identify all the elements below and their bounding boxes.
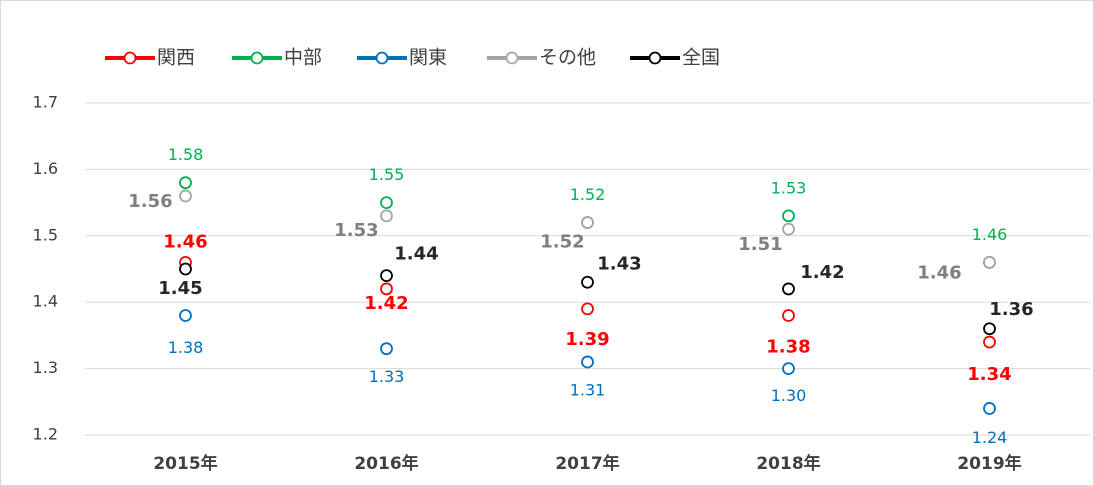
data-label: 1.34 — [967, 364, 1011, 385]
data-label: 1.52 — [540, 232, 584, 253]
legend-marker — [375, 51, 389, 65]
point-marker — [380, 209, 393, 223]
legend-marker — [123, 51, 137, 65]
x-tick-label: 2018年 — [756, 453, 820, 474]
point-marker — [380, 282, 393, 296]
data-label: 1.36 — [989, 299, 1033, 320]
point-marker — [581, 216, 594, 229]
data-label: 1.55 — [369, 165, 405, 184]
point-marker — [581, 355, 594, 369]
data-label: 1.42 — [800, 262, 844, 283]
x-tick-label: 2016年 — [354, 453, 418, 474]
data-label: 1.44 — [394, 244, 438, 265]
data-label: 1.42 — [364, 293, 408, 314]
y-tick-label: 1.7 — [33, 93, 58, 112]
point-marker — [380, 342, 393, 356]
data-label: 1.53 — [334, 220, 378, 241]
data-label: 1.33 — [369, 367, 405, 386]
data-label: 1.58 — [168, 145, 204, 164]
point-marker — [380, 196, 393, 210]
data-label: 1.46 — [972, 225, 1008, 244]
y-tick-label: 1.3 — [33, 358, 58, 377]
legend-label: 全国 — [682, 47, 720, 69]
point-marker — [179, 189, 192, 203]
point-marker — [380, 269, 393, 283]
point-marker — [581, 302, 594, 316]
data-label: 1.51 — [738, 234, 782, 255]
data-label: 1.38 — [168, 338, 204, 357]
data-label: 1.38 — [766, 336, 810, 357]
data-label: 1.46 — [917, 262, 961, 283]
x-tick-label: 2019年 — [957, 453, 1021, 474]
data-label: 1.53 — [771, 178, 807, 197]
point-marker — [983, 402, 996, 415]
point-marker — [782, 222, 795, 236]
data-label: 1.31 — [570, 380, 606, 399]
x-tick-label: 2017年 — [555, 453, 619, 474]
data-label: 1.45 — [158, 278, 202, 299]
point-marker — [179, 176, 192, 190]
legend-label: 関東 — [409, 47, 447, 69]
y-tick-label: 1.4 — [33, 292, 58, 311]
point-marker — [782, 209, 795, 223]
x-tick-label: 2015年 — [153, 453, 217, 474]
data-label: 1.39 — [565, 329, 609, 350]
data-label: 1.52 — [570, 185, 606, 204]
legend-label: その他 — [539, 47, 596, 69]
y-tick-label: 1.2 — [33, 425, 58, 444]
data-label: 1.24 — [972, 428, 1008, 447]
y-tick-label: 1.6 — [33, 159, 58, 178]
point-marker — [782, 282, 795, 296]
point-marker — [179, 309, 192, 322]
legend-marker — [505, 51, 519, 65]
legend-label: 中部 — [284, 47, 322, 69]
point-marker — [983, 255, 996, 269]
legend-marker — [648, 51, 662, 65]
data-label: 1.43 — [597, 253, 641, 274]
point-marker — [782, 362, 795, 376]
data-label: 1.56 — [128, 191, 172, 212]
point-marker — [179, 262, 192, 276]
point-marker — [983, 335, 996, 349]
y-tick-label: 1.5 — [33, 225, 58, 244]
data-label: 1.30 — [771, 386, 807, 405]
point-marker — [581, 275, 594, 289]
legend-marker — [250, 51, 264, 65]
legend-label: 関西 — [157, 47, 195, 69]
point-marker — [782, 309, 795, 322]
point-marker — [983, 322, 996, 336]
data-label: 1.46 — [163, 231, 207, 252]
